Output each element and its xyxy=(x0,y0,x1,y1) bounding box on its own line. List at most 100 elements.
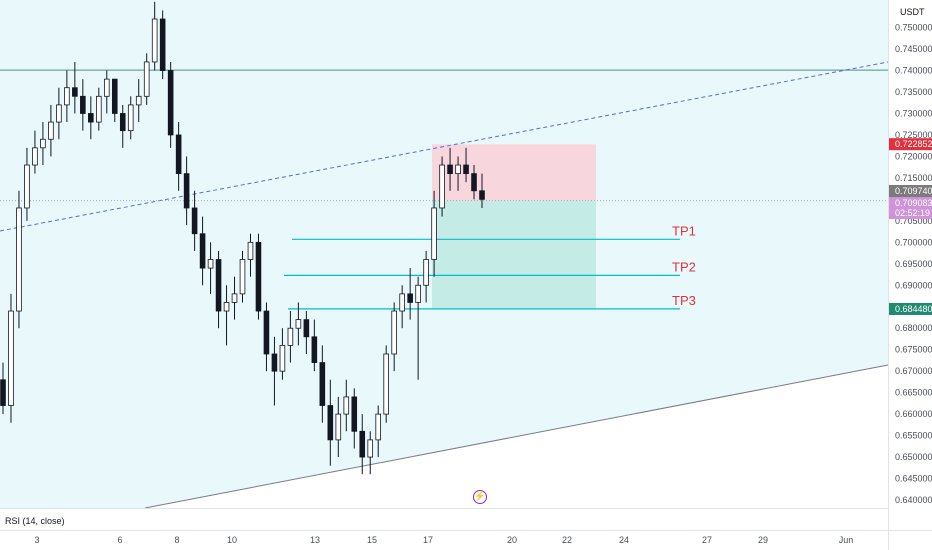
candle-body xyxy=(343,396,350,415)
candle xyxy=(111,78,118,123)
currency-label[interactable]: USDT xyxy=(900,7,925,17)
candle-body xyxy=(271,353,278,372)
candle xyxy=(327,379,334,466)
price-tick: 0.645000 xyxy=(895,474,932,484)
stop-price-badge-bg xyxy=(889,138,932,151)
candle-body xyxy=(319,362,326,406)
candle xyxy=(439,156,445,217)
time-tick: 3 xyxy=(34,535,39,545)
price-axis xyxy=(889,0,932,508)
candle xyxy=(287,311,294,363)
candle xyxy=(423,250,429,303)
candle xyxy=(383,345,389,423)
upper-channel-line xyxy=(0,61,889,232)
candle-body xyxy=(103,78,110,97)
tp-label-3: TP3 xyxy=(672,293,696,308)
price-tick: 0.680000 xyxy=(895,323,932,333)
candle xyxy=(463,147,469,183)
candle-body xyxy=(223,302,230,312)
candle xyxy=(72,61,78,114)
candle-body xyxy=(151,18,158,63)
time-tick: 8 xyxy=(174,535,179,545)
price-tick: 0.715000 xyxy=(895,173,932,183)
candle xyxy=(319,345,326,423)
candle xyxy=(271,336,278,406)
candle-body xyxy=(80,95,86,114)
candle xyxy=(399,285,405,329)
price-tick: 0.675000 xyxy=(895,345,932,355)
candle-body xyxy=(255,241,262,312)
time-tick: 13 xyxy=(310,535,320,545)
candle-body xyxy=(135,95,142,106)
candle-body xyxy=(327,405,334,441)
candle-body xyxy=(463,164,469,175)
candle xyxy=(471,165,477,200)
time-tick: 10 xyxy=(227,535,237,545)
price-tick: 0.660000 xyxy=(895,409,932,419)
candle xyxy=(199,216,206,286)
candle xyxy=(215,250,222,329)
price-tick: 0.745000 xyxy=(895,44,932,54)
candle xyxy=(295,302,302,346)
time-tick: 29 xyxy=(758,535,768,545)
candle-body xyxy=(0,379,6,406)
candle xyxy=(88,96,94,140)
candle xyxy=(223,285,230,346)
price-tick: 0.750000 xyxy=(895,23,932,33)
candle-body xyxy=(375,413,382,441)
candle xyxy=(175,122,182,191)
candle-body xyxy=(199,233,206,269)
candle xyxy=(151,1,158,71)
rsi-indicator-label[interactable]: RSI (14, close) xyxy=(5,516,65,526)
candle xyxy=(455,156,461,191)
candle-body xyxy=(311,336,318,363)
time-tick: 20 xyxy=(507,535,517,545)
lightning-icon[interactable]: ⚡ xyxy=(473,490,487,504)
candle-body xyxy=(295,319,302,329)
candle-body xyxy=(72,87,78,97)
candle xyxy=(479,173,485,208)
take-profit-zone xyxy=(432,200,596,309)
candle xyxy=(64,70,70,123)
candle-body xyxy=(127,104,134,132)
candle-body xyxy=(96,95,102,123)
price-tick: 0.655000 xyxy=(895,431,932,441)
candle-body xyxy=(239,259,246,295)
candle-body xyxy=(471,173,477,192)
candle xyxy=(80,79,86,131)
tp3-price-badge: 0.684480 xyxy=(895,304,932,314)
candle xyxy=(24,147,30,221)
mark-price-badge: 0.709083 xyxy=(895,198,932,208)
candle-body xyxy=(335,413,342,441)
price-tick: 0.640000 xyxy=(895,495,932,505)
candle xyxy=(311,319,318,372)
mark-price-badge-bg xyxy=(889,197,932,219)
candle xyxy=(303,311,310,354)
candle-body xyxy=(111,78,118,114)
tp-label-1: TP1 xyxy=(672,223,696,238)
candle-body xyxy=(159,18,166,71)
candle xyxy=(375,405,382,458)
candle-body xyxy=(279,344,286,372)
candle xyxy=(143,53,150,105)
candle xyxy=(231,276,238,320)
candles-layer xyxy=(0,1,485,475)
candle-body xyxy=(32,147,38,166)
candle xyxy=(32,130,38,174)
candle-body xyxy=(447,164,453,175)
candle-body xyxy=(391,310,397,355)
candle-body xyxy=(479,190,485,200)
time-tick: 27 xyxy=(702,535,712,545)
candle xyxy=(415,276,421,380)
candle-body xyxy=(215,259,222,312)
candle xyxy=(16,190,22,329)
candle xyxy=(431,190,437,277)
candle xyxy=(8,293,14,423)
candle-body xyxy=(207,259,214,269)
candle xyxy=(127,96,134,140)
candle-body xyxy=(439,164,445,209)
candle xyxy=(239,250,246,303)
price-tick: 0.665000 xyxy=(895,388,932,398)
